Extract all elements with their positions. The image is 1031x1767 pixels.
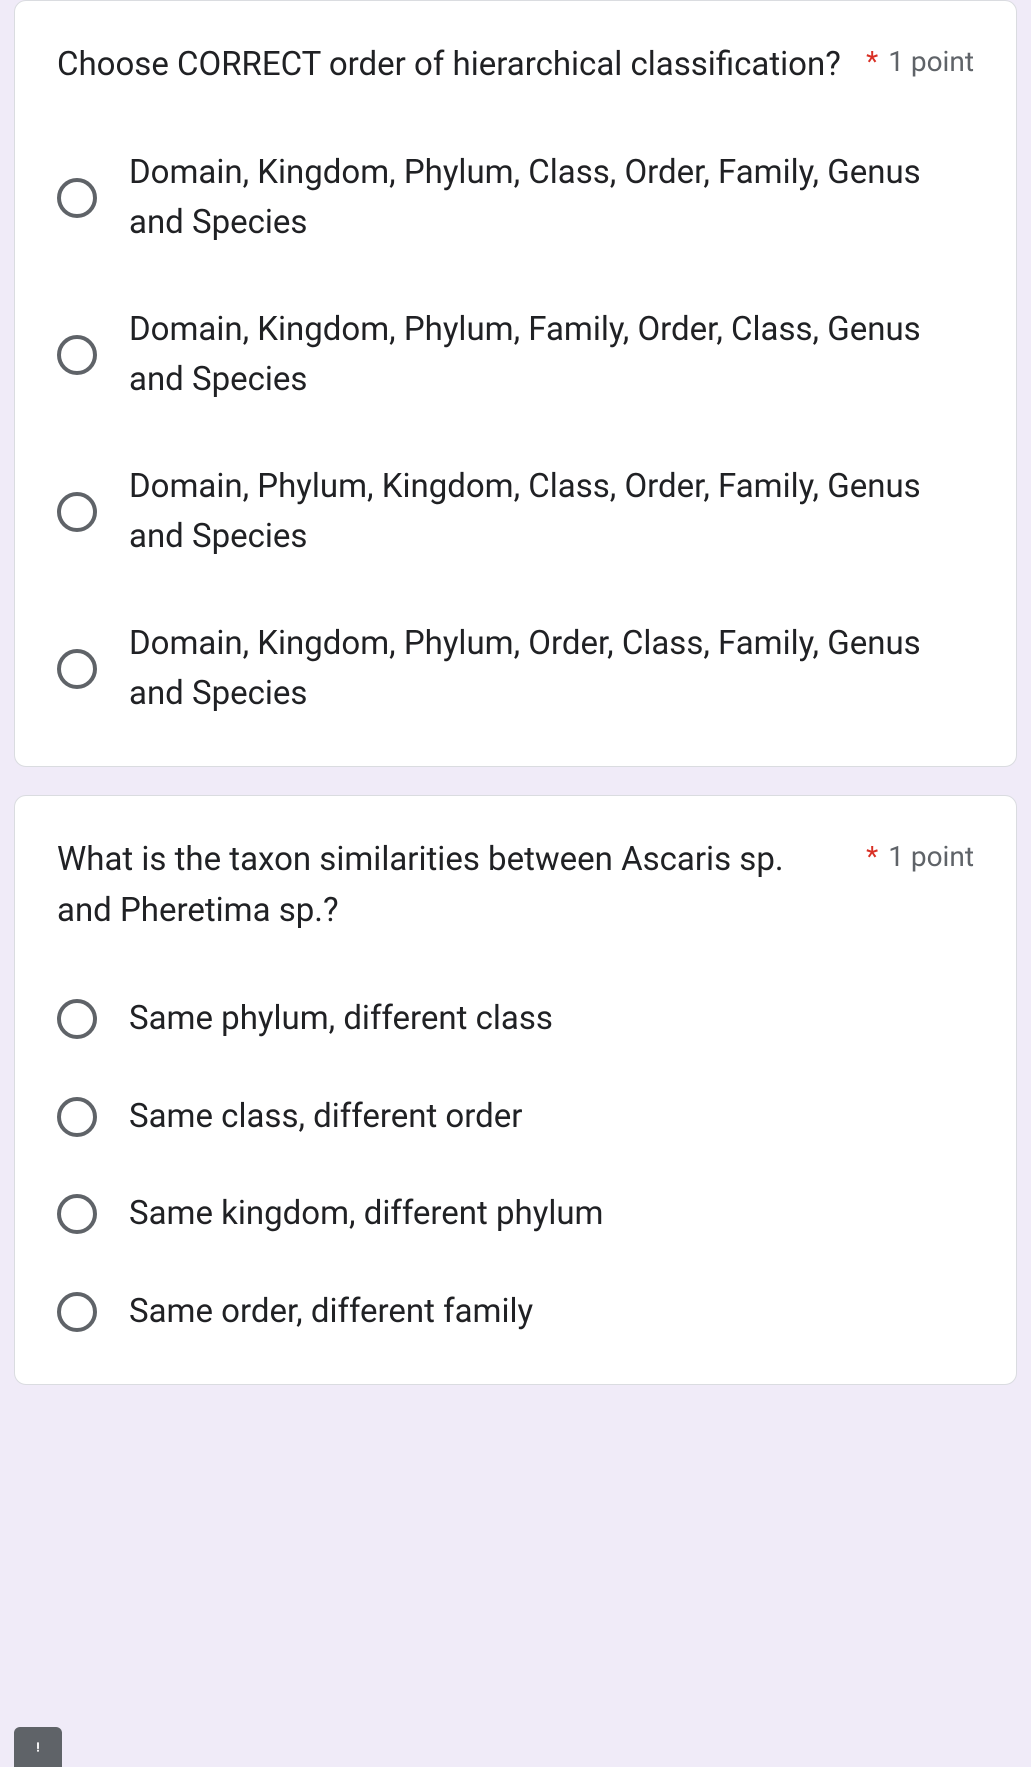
option-label: Same kingdom, different phylum	[129, 1189, 603, 1239]
option-label: Domain, Phylum, Kingdom, Class, Order, F…	[129, 462, 974, 561]
radio-icon	[57, 335, 97, 375]
question-header: What is the taxon similarities between A…	[57, 834, 974, 936]
option-label: Domain, Kingdom, Phylum, Order, Class, F…	[129, 619, 974, 718]
radio-option[interactable]: Same phylum, different class	[57, 994, 974, 1044]
radio-option[interactable]: Domain, Kingdom, Phylum, Family, Order, …	[57, 305, 974, 404]
radio-icon	[57, 649, 97, 689]
points-label: 1 point	[888, 45, 974, 78]
question-header: Choose CORRECT order of hierarchical cla…	[57, 39, 974, 90]
option-label: Domain, Kingdom, Phylum, Class, Order, F…	[129, 148, 974, 247]
option-label: Same phylum, different class	[129, 994, 553, 1044]
radio-icon	[57, 1292, 97, 1332]
required-asterisk: *	[866, 45, 878, 78]
radio-option[interactable]: Same order, different family	[57, 1287, 974, 1337]
radio-icon	[57, 178, 97, 218]
radio-icon	[57, 1194, 97, 1234]
radio-option[interactable]: Same kingdom, different phylum	[57, 1189, 974, 1239]
radio-option[interactable]: Domain, Phylum, Kingdom, Class, Order, F…	[57, 462, 974, 561]
radio-option[interactable]: Domain, Kingdom, Phylum, Class, Order, F…	[57, 148, 974, 247]
question-title: Choose CORRECT order of hierarchical cla…	[57, 39, 866, 90]
question-points: * 1 point	[866, 39, 974, 78]
alert-icon	[27, 1736, 49, 1758]
radio-option[interactable]: Same class, different order	[57, 1092, 974, 1142]
question-title: What is the taxon similarities between A…	[57, 834, 866, 936]
points-label: 1 point	[888, 840, 974, 873]
option-label: Domain, Kingdom, Phylum, Family, Order, …	[129, 305, 974, 404]
radio-option[interactable]: Domain, Kingdom, Phylum, Order, Class, F…	[57, 619, 974, 718]
question-points: * 1 point	[866, 834, 974, 873]
option-label: Same class, different order	[129, 1092, 522, 1142]
report-problem-button[interactable]	[14, 1727, 62, 1767]
radio-icon	[57, 1097, 97, 1137]
question-card: Choose CORRECT order of hierarchical cla…	[14, 0, 1017, 767]
required-asterisk: *	[866, 840, 878, 873]
option-label: Same order, different family	[129, 1287, 533, 1337]
radio-icon	[57, 999, 97, 1039]
question-card: What is the taxon similarities between A…	[14, 795, 1017, 1385]
radio-icon	[57, 492, 97, 532]
